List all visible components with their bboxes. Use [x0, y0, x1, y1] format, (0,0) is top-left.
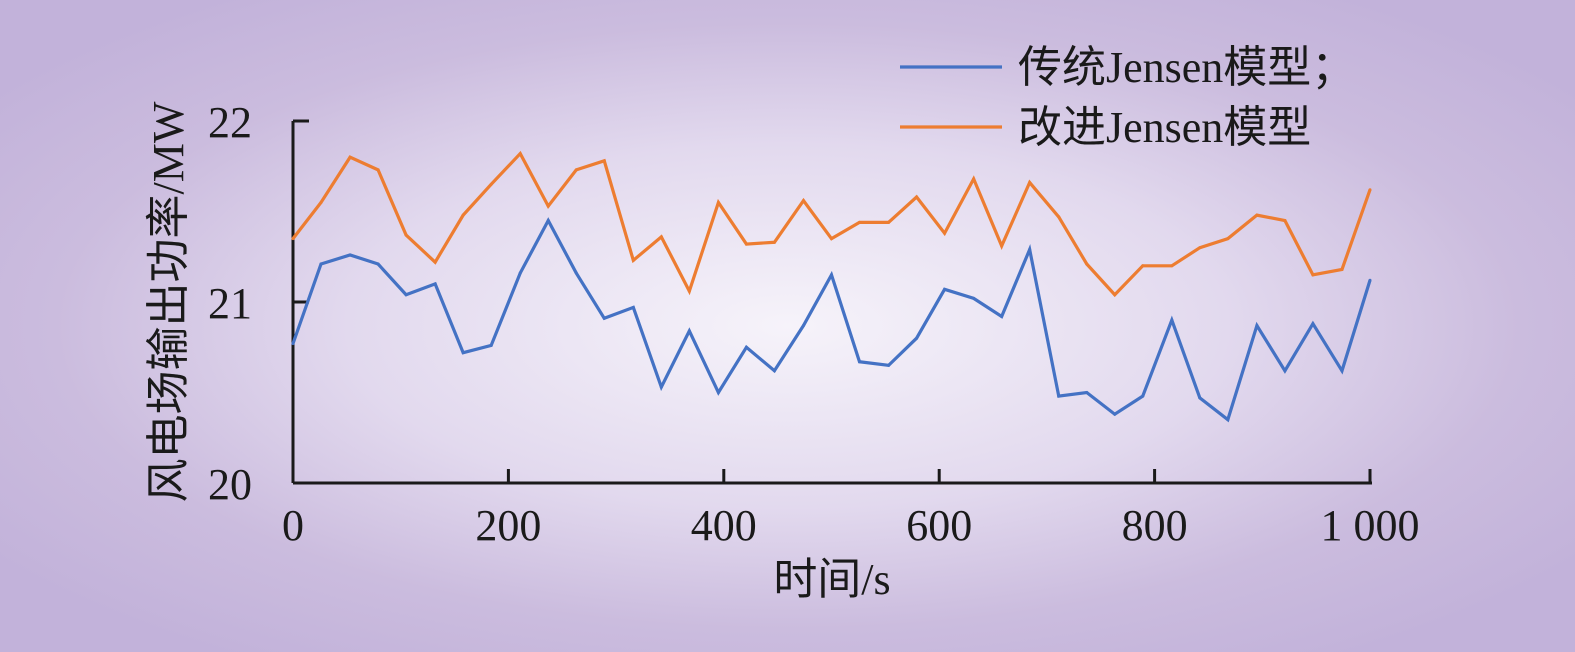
data-point — [602, 159, 606, 163]
x-tick-label: 800 — [1122, 501, 1188, 550]
data-point — [1198, 396, 1202, 400]
data-point — [518, 271, 522, 275]
data-point — [1028, 181, 1032, 185]
x-axis-title: 时间/s — [773, 555, 890, 604]
data-point — [801, 324, 805, 328]
data-point — [744, 242, 748, 246]
data-point — [433, 260, 437, 264]
data-point — [772, 369, 776, 373]
data-point — [659, 235, 663, 239]
data-point — [887, 363, 891, 367]
data-point — [972, 296, 976, 300]
data-point — [1311, 322, 1315, 326]
data-point — [461, 213, 465, 217]
data-point — [1283, 369, 1287, 373]
x-tick-label: 1 000 — [1321, 501, 1420, 550]
data-point — [830, 273, 833, 277]
data-point — [433, 282, 437, 286]
data-point — [1141, 264, 1145, 268]
data-point — [1198, 246, 1202, 250]
data-point — [319, 200, 323, 204]
data-point — [858, 220, 862, 224]
data-point — [291, 342, 295, 346]
data-point — [1283, 219, 1287, 223]
data-point — [915, 195, 919, 199]
data-point — [915, 336, 919, 340]
y-tick-label: 20 — [208, 460, 252, 509]
data-point — [772, 240, 776, 244]
data-point — [1028, 248, 1032, 252]
data-point — [404, 293, 408, 297]
axes — [291, 121, 1372, 485]
data-point — [687, 329, 691, 333]
data-point — [887, 220, 891, 224]
x-tick-label: 400 — [691, 501, 757, 550]
data-point — [1226, 418, 1230, 422]
data-point — [1057, 394, 1061, 398]
data-point — [518, 152, 522, 156]
data-point — [1141, 394, 1145, 398]
data-point — [1255, 324, 1259, 328]
data-point — [319, 262, 323, 266]
y-tick-label: 21 — [208, 279, 252, 328]
data-point — [489, 343, 493, 347]
data-point — [1340, 369, 1344, 373]
legend: 传统Jensen模型； 改进Jensen模型 — [900, 43, 1355, 152]
data-point — [1340, 267, 1344, 271]
data-point — [1255, 213, 1259, 217]
data-point — [943, 231, 947, 235]
data-point — [1085, 391, 1089, 394]
data-point — [659, 385, 663, 389]
data-point — [376, 168, 380, 172]
x-tick-label: 200 — [475, 501, 541, 550]
data-point — [1226, 237, 1230, 241]
data-point — [943, 287, 947, 291]
data-point — [574, 168, 578, 172]
data-point — [1000, 314, 1004, 318]
series-line-1 — [291, 217, 1372, 423]
data-point — [1170, 318, 1174, 322]
data-point — [291, 237, 295, 241]
data-point — [1113, 293, 1117, 297]
data-point — [744, 345, 748, 349]
data-point — [489, 182, 493, 186]
y-tick-label: 22 — [208, 98, 252, 147]
data-point — [1057, 215, 1061, 219]
data-point — [602, 316, 606, 320]
data-point — [1368, 188, 1372, 192]
data-point — [1170, 264, 1174, 268]
data-point — [546, 219, 550, 223]
x-tick-label: 0 — [282, 501, 304, 550]
x-tick-label: 600 — [906, 501, 972, 550]
data-point — [1311, 273, 1315, 277]
data-point — [1085, 262, 1089, 266]
data-point — [687, 289, 691, 293]
data-point — [1000, 244, 1004, 248]
data-point — [376, 262, 380, 266]
data-point — [348, 253, 352, 257]
data-point — [631, 258, 635, 262]
data-point — [574, 271, 578, 275]
data-point — [546, 204, 550, 208]
ticks: 0 200 400 600 800 1 000 20 21 22 — [208, 98, 1420, 550]
data-point — [858, 360, 862, 364]
data-point — [716, 391, 720, 394]
legend-label-2: 改进Jensen模型 — [1018, 103, 1311, 152]
data-point — [716, 200, 720, 204]
legend-label-1: 传统Jensen模型； — [1018, 43, 1355, 92]
data-point — [631, 305, 635, 309]
data-point — [801, 199, 805, 203]
data-point — [830, 237, 833, 241]
series-lines — [291, 150, 1372, 423]
y-axis-title: 风电场输出功率/MW — [144, 101, 193, 502]
data-point — [1113, 412, 1117, 416]
data-point — [404, 233, 408, 237]
data-point — [972, 177, 976, 181]
data-point — [348, 155, 352, 159]
data-point — [1368, 278, 1372, 282]
data-point — [461, 351, 465, 355]
